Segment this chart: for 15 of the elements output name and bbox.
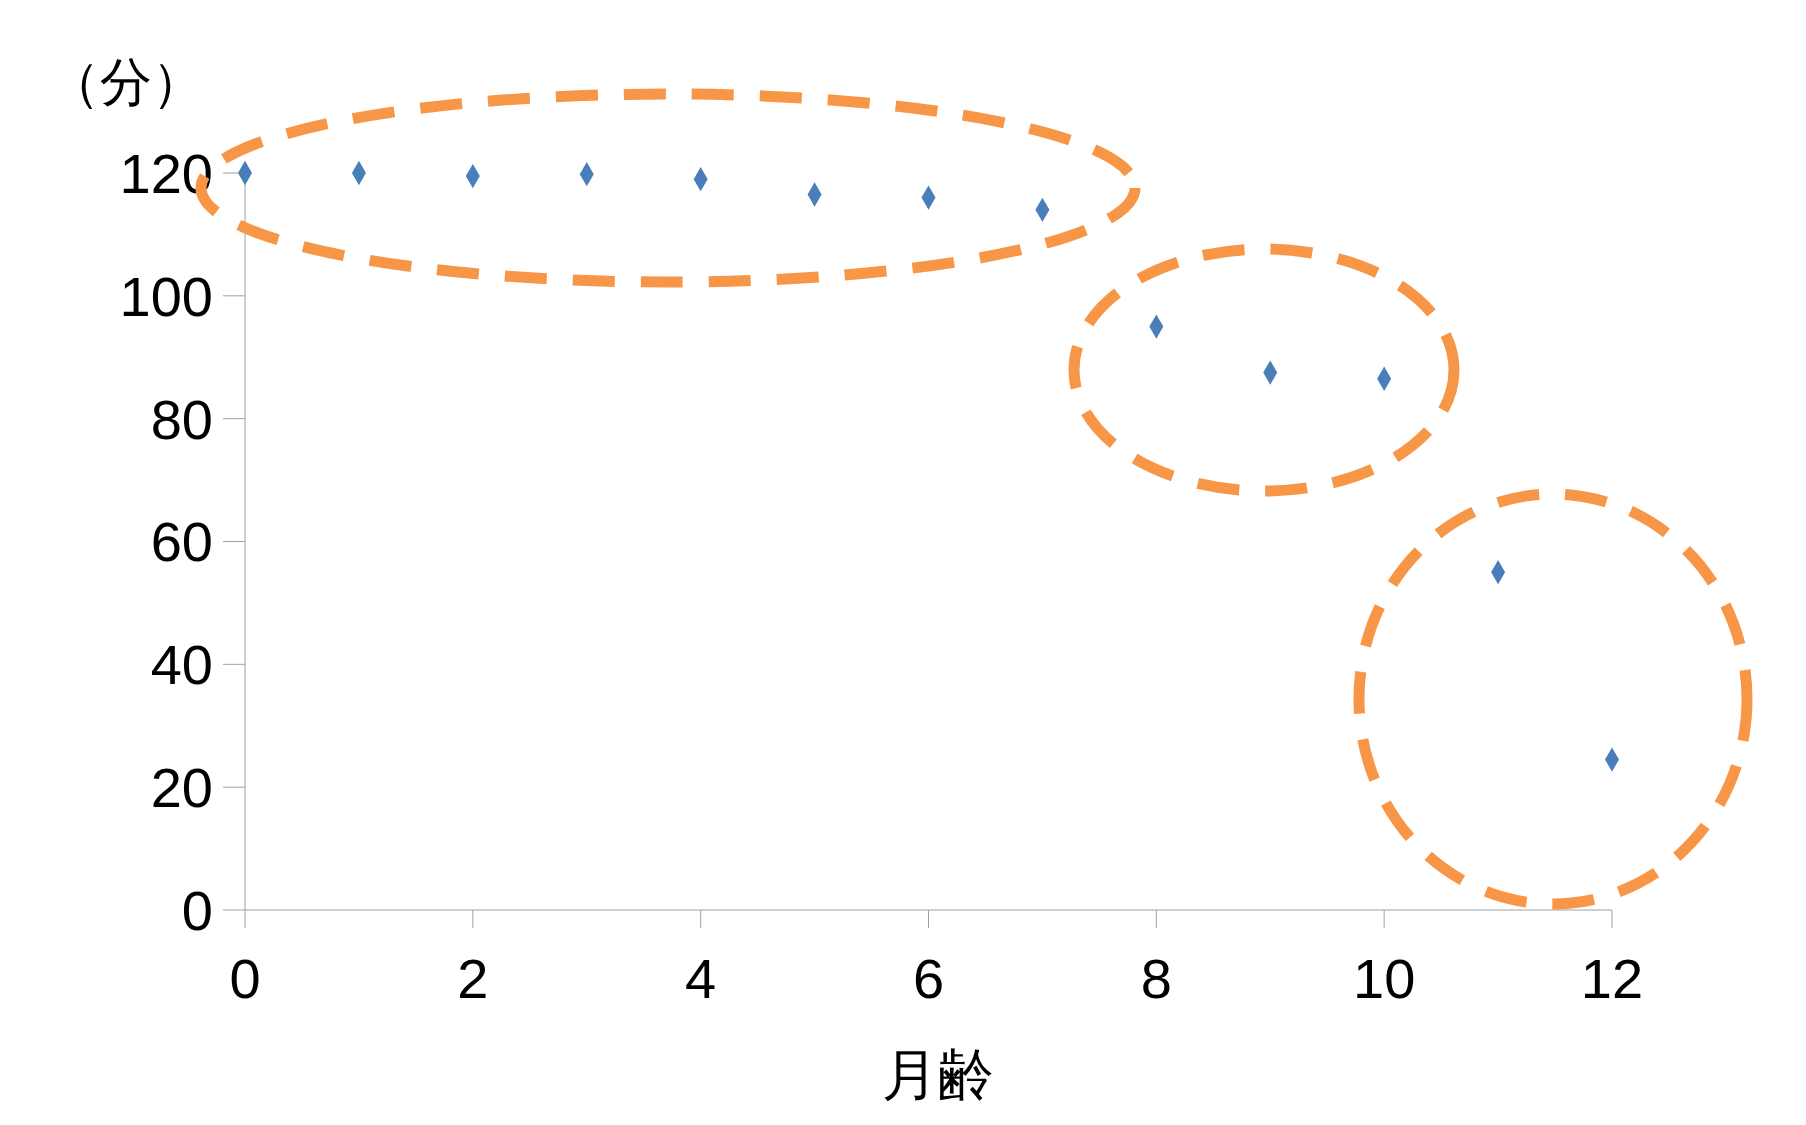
y-tick-label: 60 [150,510,213,574]
x-tick-label: 4 [685,946,717,1010]
x-tick-label: 2 [457,946,489,1010]
y-tick-label: 40 [150,633,213,697]
x-axis-title: 月齢 [881,1042,995,1108]
x-tick-label: 10 [1353,946,1416,1010]
y-tick-label: 0 [181,878,213,942]
x-tick-label: 12 [1580,946,1644,1010]
y-tick-label: 80 [150,387,213,451]
x-tick-label: 8 [1140,946,1172,1010]
y-axis-title: （分） [48,52,204,113]
y-tick-label: 100 [119,264,213,328]
x-tick-label: 6 [912,946,945,1010]
y-tick-label: 20 [150,756,213,820]
x-tick-label: 0 [229,946,261,1010]
